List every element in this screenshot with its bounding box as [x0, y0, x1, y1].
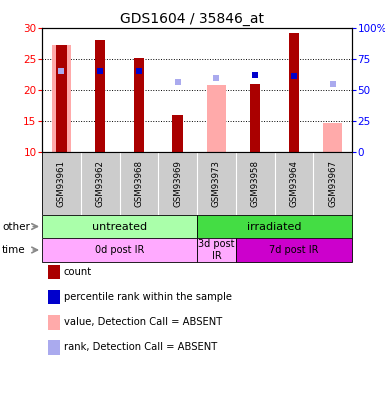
Text: 3d post
IR: 3d post IR: [198, 239, 234, 261]
Text: GSM93969: GSM93969: [173, 160, 182, 207]
Bar: [197, 215, 352, 238]
Text: GSM93961: GSM93961: [57, 160, 66, 207]
Bar: [197, 238, 236, 262]
Text: other: other: [2, 222, 30, 232]
Bar: [52, 45, 71, 152]
Text: 7d post IR: 7d post IR: [269, 245, 319, 255]
Text: GSM93958: GSM93958: [251, 160, 259, 207]
Text: GSM93962: GSM93962: [95, 160, 105, 207]
Bar: [323, 123, 342, 152]
Text: GSM93964: GSM93964: [290, 160, 298, 207]
Bar: [95, 40, 105, 152]
Bar: [42, 238, 197, 262]
Bar: [207, 85, 226, 152]
Text: rank, Detection Call = ABSENT: rank, Detection Call = ABSENT: [64, 342, 217, 352]
Text: GSM93973: GSM93973: [212, 160, 221, 207]
Text: percentile rank within the sample: percentile rank within the sample: [64, 292, 231, 302]
Text: irradiated: irradiated: [247, 222, 302, 232]
Bar: [288, 33, 299, 152]
Text: count: count: [64, 267, 92, 277]
Text: 0d post IR: 0d post IR: [95, 245, 144, 255]
Text: GDS1604 / 35846_at: GDS1604 / 35846_at: [121, 12, 264, 26]
Text: GSM93967: GSM93967: [328, 160, 337, 207]
Bar: [42, 215, 197, 238]
Text: untreated: untreated: [92, 222, 147, 232]
Bar: [236, 238, 352, 262]
Bar: [134, 58, 144, 152]
Text: time: time: [2, 245, 25, 255]
Bar: [250, 84, 261, 152]
Text: value, Detection Call = ABSENT: value, Detection Call = ABSENT: [64, 317, 222, 327]
Text: GSM93968: GSM93968: [134, 160, 143, 207]
Bar: [56, 45, 67, 152]
Bar: [172, 115, 183, 152]
